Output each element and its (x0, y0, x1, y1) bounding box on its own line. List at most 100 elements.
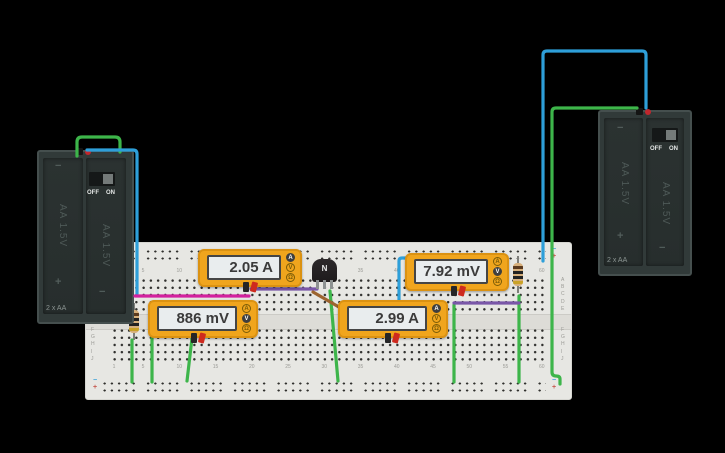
mode-button-ohms[interactable]: Ω (286, 273, 295, 282)
transistor-leg (316, 280, 319, 289)
breadboard-column-number: 45 (430, 364, 436, 370)
breadboard-bottom-rail-plus[interactable] (101, 387, 546, 394)
breadboard-column-number: 1 (112, 364, 116, 370)
mode-button-ohms[interactable]: Ω (432, 324, 441, 333)
rail-polarity-marker: − (552, 246, 557, 253)
rail-polarity-marker: + (552, 253, 557, 260)
cell-label: AA 1.5V (619, 162, 630, 206)
multimeter-display: 2.99 A (347, 306, 427, 331)
wire-green-voltmeter-left[interactable] (185, 336, 194, 383)
switch-on-label: ON (669, 146, 678, 152)
transistor-leg (323, 280, 326, 289)
battery-pack-label: 2 x AA (607, 257, 628, 264)
breadboard-column-number: 15 (212, 364, 219, 370)
mode-button-amps[interactable]: A (286, 253, 295, 262)
probe-negative[interactable] (385, 333, 391, 343)
wire-green-battery-left-loop[interactable] (75, 135, 122, 158)
breadboard-column-number: 5 (141, 364, 145, 370)
breadboard-row-letter: C (561, 291, 565, 298)
mode-button-amps[interactable]: A (432, 304, 441, 313)
breadboard-top-rail-plus[interactable] (101, 255, 546, 262)
resistor-body (129, 310, 139, 333)
battery-cell (43, 158, 83, 314)
probe-negative[interactable] (243, 282, 249, 292)
cell-label: AA 1.5V (660, 182, 671, 226)
switch-knob (666, 130, 676, 140)
transistor-npn[interactable]: N (312, 259, 337, 289)
wire-green-battery-right-to-rail[interactable] (550, 106, 639, 386)
transistor-label: N (321, 264, 328, 273)
breadboard-row-letter: H (561, 341, 565, 348)
resistor-body (513, 263, 523, 286)
multimeter-voltmeter-2[interactable]: 7.92 mV A V Ω (405, 253, 509, 297)
cell-label: AA 1.5V (100, 224, 111, 268)
rail-polarity-marker: + (93, 384, 98, 391)
battery-pack-left[interactable]: − + − AA 1.5V AA 1.5V OFF ON 2 x AA (37, 148, 134, 324)
multimeter-voltmeter-1[interactable]: 886 mV A V Ω (148, 300, 258, 344)
power-switch[interactable] (652, 128, 678, 142)
probe-negative[interactable] (451, 286, 457, 296)
mode-button-amps[interactable]: A (242, 304, 251, 313)
breadboard-column-number: 35 (357, 268, 364, 274)
breadboard-column-number: 55 (502, 364, 509, 370)
battery-terminal-positive[interactable] (85, 149, 91, 155)
battery-terminal-positive[interactable] (645, 109, 651, 115)
breadboard-bottom-rail-minus[interactable] (101, 380, 546, 387)
mode-button-volts[interactable]: V (286, 263, 295, 272)
mode-button-amps[interactable]: A (493, 257, 502, 266)
mode-button-ohms[interactable]: Ω (242, 324, 251, 333)
breadboard-row-letter: E (561, 305, 565, 312)
probe-negative[interactable] (191, 333, 197, 343)
battery-pack-label: 2 x AA (46, 305, 67, 312)
wire-blue-battery-right-to-board[interactable] (541, 49, 648, 263)
multimeter-ammeter-1[interactable]: 2.05 A A V Ω (198, 249, 302, 293)
breadboard-column-number: 25 (285, 364, 291, 370)
breadboard-row-letter: J (91, 355, 94, 362)
multimeter-display: 886 mV (157, 306, 237, 331)
breadboard-row-letter: I (91, 348, 93, 355)
cell-plus-symbol: + (617, 230, 624, 242)
breadboard-column-number: 60 (538, 364, 545, 370)
mode-button-volts[interactable]: V (242, 314, 251, 323)
breadboard-column-number: 5 (141, 268, 145, 274)
mode-button-ohms[interactable]: Ω (493, 277, 502, 286)
breadboard-column-number: 50 (466, 364, 473, 370)
switch-knob (103, 174, 113, 184)
switch-off-label: OFF (650, 146, 662, 152)
cell-minus-symbol: − (617, 122, 624, 134)
rail-polarity-marker: − (552, 377, 557, 384)
breadboard-row-letter: D (561, 298, 565, 305)
breadboard-column-number: 40 (393, 364, 400, 370)
breadboard-column-number: 10 (176, 268, 183, 274)
breadboard-row-letter: G (91, 334, 95, 341)
resistor-right[interactable] (512, 256, 524, 293)
switch-on-label: ON (106, 190, 115, 196)
breadboard-row-letter: B (561, 284, 565, 291)
cell-plus-symbol: + (55, 276, 62, 288)
breadboard-top-rail-minus[interactable] (101, 248, 546, 255)
wire-blue-battery-left-to-board[interactable] (85, 148, 139, 296)
breadboard-row-letter: G (561, 334, 565, 341)
breadboard-row-letter: A (561, 277, 565, 283)
battery-pack-right[interactable]: − + − AA 1.5V AA 1.5V OFF ON 2 x AA (598, 108, 692, 276)
wire-blue-top-rail-drop[interactable] (397, 256, 409, 303)
transistor-leg (330, 280, 333, 289)
multimeter-ammeter-2[interactable]: 2.99 A A V Ω (338, 300, 448, 344)
resistor-left[interactable] (128, 303, 140, 340)
battery-terminal-negative[interactable] (76, 148, 83, 155)
breadboard-row-letter: H (91, 341, 95, 348)
breadboard-column-number: 10 (176, 364, 183, 370)
mode-button-volts[interactable]: V (432, 314, 441, 323)
breadboard-column-number: 30 (321, 364, 328, 370)
breadboard-row-letter: J (561, 355, 564, 362)
multimeter-display: 2.05 A (207, 255, 281, 280)
breadboard-row-letter: I (561, 348, 563, 355)
battery-terminal-negative[interactable] (636, 108, 643, 115)
breadboard-row-letter: F (561, 327, 565, 333)
breadboard-column-number: 20 (248, 364, 255, 370)
mode-button-volts[interactable]: V (493, 267, 502, 276)
power-switch[interactable] (89, 172, 115, 186)
wire-green-transistor-emitter[interactable] (328, 289, 340, 383)
